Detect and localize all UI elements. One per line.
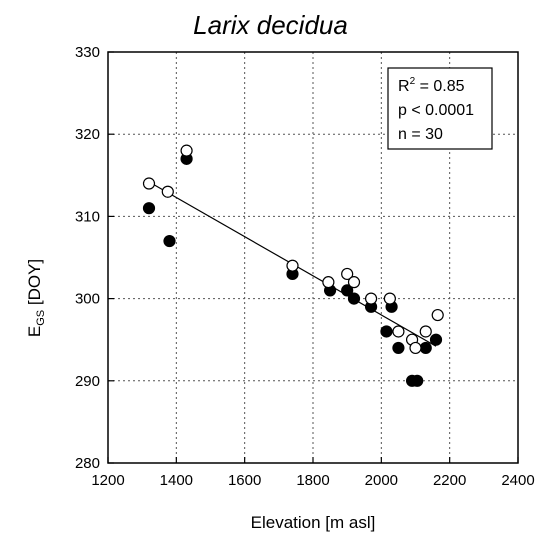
open-data-point [431,308,444,322]
filled-data-point [411,374,424,387]
x-axis-label: Elevation [m asl] [251,513,376,532]
open-data-point [409,341,422,355]
open-data-point [161,185,174,198]
x-tick-label: 1400 [160,472,193,489]
y-tick-label: 300 [75,291,100,308]
axis-ticks: 1200 1400 1600 1800 2000 2200 2400 280 290 300 310… [75,44,535,489]
x-tick-label: 2000 [365,472,398,489]
chart-title: Larix decidua [193,10,348,40]
x-tick-label: 1200 [91,472,124,489]
filled-data-point [163,234,176,248]
open-data-point [383,292,396,305]
y-tick-label: 310 [75,208,100,225]
data-points [142,144,444,387]
filled-data-point [380,325,393,338]
filled-data-point [419,341,432,355]
r-squared-label: R2 = 0.85 [398,76,465,95]
open-data-point [286,259,299,272]
n-label: n = 30 [398,126,443,143]
open-data-point [322,276,335,289]
open-data-point [142,177,156,190]
stats-box: R2 = 0.85 p < 0.0001 n = 30 [387,67,493,150]
open-data-point [341,267,354,281]
y-tick-label: 320 [75,126,100,143]
filled-data-point [429,333,443,346]
y-tick-label: 280 [75,455,100,472]
open-data-point [392,325,405,338]
open-data-point [419,325,432,338]
grid [108,52,518,463]
y-tick-label: 330 [75,44,100,61]
x-tick-label: 1600 [228,472,261,489]
x-tick-label: 1800 [296,472,329,489]
stats-box-frame [387,67,493,150]
p-value-label: p < 0.0001 [398,102,474,119]
filled-data-point [392,341,405,355]
y-tick-label: 290 [75,373,100,390]
filled-data-point [341,284,354,297]
filled-data-point [142,202,156,215]
x-tick-label: 2200 [433,472,466,489]
open-data-point [347,276,361,289]
x-tick-label: 2400 [501,472,534,489]
y-axis-label: EGS [DOY] [25,259,47,337]
filled-data-point [347,292,361,305]
open-data-point [364,292,378,305]
open-data-point [180,144,193,157]
